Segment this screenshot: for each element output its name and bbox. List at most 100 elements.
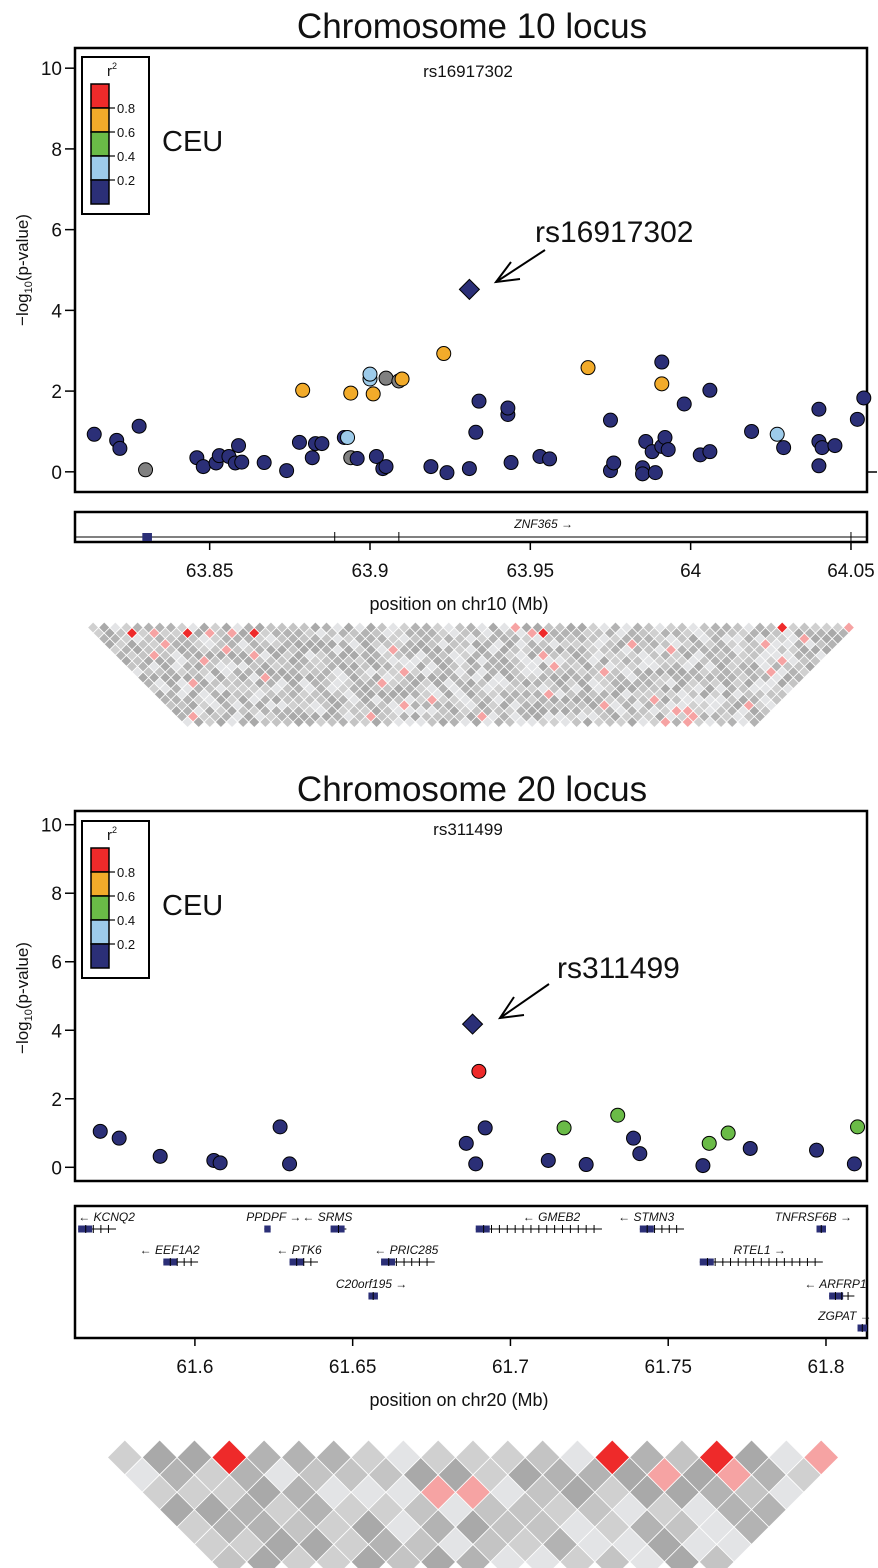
snp-point [846,1156,862,1172]
snp-point [540,1152,556,1168]
gene-label: ZGPAT → [817,1309,872,1323]
gene-label: RTEL1 → [733,1243,785,1257]
snp-point [195,459,211,475]
snp-point [471,393,487,409]
chr20-x-axis-label: position on chr20 (Mb) [369,1390,548,1410]
x-tick-label: 64 [680,561,702,582]
snp-point [809,1142,825,1158]
gene-label: ← EEF1A2 [140,1243,200,1257]
snp-point [394,371,410,387]
snp-point [606,455,622,471]
legend-tick-label: 0.8 [117,865,135,880]
x-tick-label: 61.7 [492,1357,529,1378]
gene-exon [475,1225,490,1233]
snp-point [295,382,311,398]
chr20-top-snp-label: rs311499 [433,820,503,839]
y-tick-label: 2 [51,382,62,403]
snp-point [349,450,365,466]
snp-point [471,1063,487,1079]
chr20-y-axis-label: −log10(p-value) [13,942,35,1054]
x-tick-label: 63.9 [352,561,389,582]
y-tick-label: 0 [51,1158,62,1179]
y-tick-label: 10 [41,816,62,837]
snp-point [850,1119,866,1135]
snp-point [660,442,676,458]
x-tick-label: 61.6 [176,1357,213,1378]
chr10-panel: Chromosome 10 locus rs16917302 0 2 4 6 8 10 −… [13,7,877,729]
gene-exon [381,1258,396,1266]
snp-point [304,450,320,466]
legend-swatch [90,871,110,897]
x-tick-label: 63.85 [186,561,234,582]
chr10-legend-title: r2 [107,61,117,80]
legend-swatch [90,155,110,181]
snp-point [461,461,477,477]
chr20-panel: Chromosome 20 locus rs311499 0 2 4 6 8 10 −lo… [13,770,872,1568]
x-tick-label: 61.75 [644,1357,692,1378]
x-tick-label: 64.05 [827,561,875,582]
x-tick-label: 61.65 [329,1357,377,1378]
legend-swatch [90,943,110,969]
snp-point [279,463,295,479]
snp-point [282,1156,298,1172]
gene-label: C20orf195 → [336,1277,407,1291]
gene-label: PPDPF → [246,1210,301,1224]
snp-point [556,1120,572,1136]
y-tick-label: 8 [51,140,62,161]
gene-label: ← PTK6 [276,1243,322,1257]
gene-label: ← ARFRP1 [804,1277,866,1291]
snp-point [503,455,519,471]
snp-point [814,440,830,456]
snp-point [610,1107,626,1123]
legend-tick-label: 0.4 [117,913,135,928]
gene-exon [264,1225,271,1233]
snp-point [632,1146,648,1162]
snp-point [112,440,128,456]
chr10-x-axis-label: position on chr10 (Mb) [369,594,548,614]
chr20-x-ticks: 61.6 61.65 61.7 61.75 61.8 [176,1338,844,1378]
snp-point [458,1135,474,1151]
snp-point [131,418,147,434]
snp-point [856,390,872,406]
legend-tick-label: 0.2 [117,173,135,188]
snp-point [776,440,792,456]
gene-label: ← GMEB2 [523,1210,581,1224]
snp-point [378,370,394,386]
gene-label: ← PRIC285 [374,1243,438,1257]
snp-point [272,1119,288,1135]
snp-point [314,436,330,452]
y-tick-label: 8 [51,884,62,905]
chr10-genes: ZNF365 → [75,517,867,542]
snp-point [256,455,272,471]
snp-point [234,454,250,470]
snp-point [580,360,596,376]
chr20-plot-frame [73,809,869,1183]
snp-point [602,412,618,428]
chr20-title: Chromosome 20 locus [297,770,647,809]
snp-point [701,1135,717,1151]
legend-swatch [90,895,110,921]
legend-swatch [90,179,110,205]
snp-point [152,1148,168,1164]
legend-swatch [90,107,110,133]
gene-label: ← KCNQ2 [78,1210,135,1224]
chr20-ld-heatmap [106,1439,840,1568]
snp-point [436,346,452,362]
chr10-lead-snp-label: rs16917302 [535,216,693,249]
snp-point [231,438,247,454]
snp-point [500,400,516,416]
snp-point [343,385,359,401]
snp-point [654,354,670,370]
snp-point [468,424,484,440]
snp-point [578,1157,594,1173]
y-tick-label: 2 [51,1090,62,1111]
legend-tick-label: 0.2 [117,937,135,952]
chr10-title: Chromosome 10 locus [297,7,647,46]
gene-exon [829,1292,844,1300]
snp-point [626,1130,642,1146]
gene-label: ← SRMS [302,1210,352,1224]
chr20-legend-title: r2 [107,825,117,844]
legend-swatch [90,131,110,157]
lead-snp-diamond [458,278,481,301]
